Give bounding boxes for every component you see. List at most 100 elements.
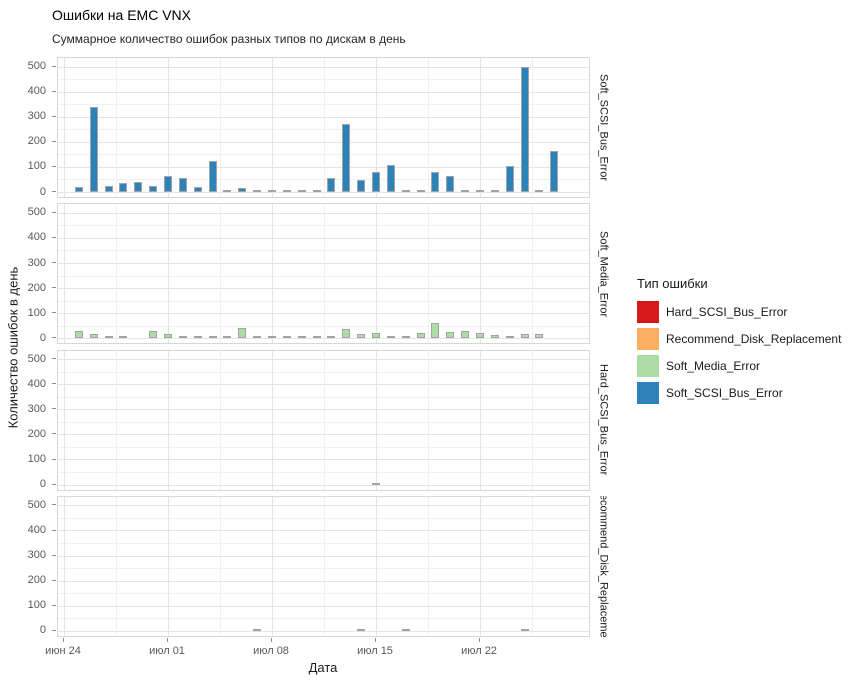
y-tick-label: 100 (27, 306, 46, 319)
gridline-minor (323, 58, 325, 197)
gridline-minor (115, 350, 117, 490)
gridline-major (58, 459, 589, 461)
y-tick-mark (52, 458, 56, 460)
gridline-major (58, 313, 589, 315)
x-tick-label: июл 22 (461, 645, 497, 657)
gridline-minor (58, 472, 589, 474)
bar (297, 335, 306, 339)
gridline-minor (58, 396, 589, 398)
bar (164, 175, 172, 192)
facet-strip-label: Soft_SCSI_Bus_Error (597, 74, 610, 181)
bar (89, 106, 98, 192)
legend-item-label: Recommend_Disk_Replacement (666, 332, 842, 346)
bar (74, 330, 83, 339)
bar (461, 331, 470, 339)
bar (119, 182, 128, 192)
gridline-minor (323, 350, 325, 490)
gridline-minor (531, 350, 533, 490)
gridline-major (58, 66, 589, 68)
y-tick-label: 0 (39, 624, 46, 637)
bar (401, 628, 410, 631)
chart-title: Ошибки на EMC VNX (52, 7, 191, 23)
gridline-minor (58, 250, 589, 252)
gridline-minor (219, 350, 221, 490)
bar (446, 331, 455, 339)
gridline-major (64, 204, 65, 344)
bar (535, 189, 544, 192)
gridline-minor (323, 204, 325, 344)
y-tick-label: 300 (27, 110, 46, 123)
gridline-minor (115, 58, 117, 197)
gridline-minor (427, 58, 429, 197)
gridline-minor (58, 371, 589, 373)
y-tick-label: 300 (27, 402, 46, 415)
y-tick-mark (52, 90, 56, 92)
gridline-major (58, 141, 589, 143)
gridline-minor (531, 204, 533, 344)
y-tick-label: 200 (27, 281, 46, 294)
y-tick-label: 300 (27, 549, 46, 562)
bar (520, 334, 529, 339)
gridline-major (58, 434, 589, 436)
bar (178, 178, 187, 192)
gridline-major (375, 496, 377, 636)
legend-item-label: Hard_SCSI_Bus_Error (666, 305, 788, 319)
bar (505, 165, 514, 192)
y-tick-mark (52, 262, 56, 263)
legend-item-label: Soft_Media_Error (666, 359, 761, 373)
gridline-minor (58, 129, 589, 131)
gridline-minor (58, 225, 589, 227)
gridline-minor (115, 496, 117, 636)
y-tick-label: 100 (27, 599, 46, 612)
bar (550, 150, 559, 192)
gridline-major (58, 288, 589, 290)
gridline-major (58, 116, 589, 118)
bar (119, 336, 128, 339)
gridline-minor (58, 300, 589, 302)
gridline-major (64, 350, 65, 490)
bar (282, 335, 291, 339)
y-tick-label: 200 (27, 135, 46, 148)
legend-item: Hard_SCSI_Bus_Error (637, 301, 841, 323)
gridline-major (58, 409, 589, 411)
y-tick-label: 0 (39, 478, 46, 491)
gridline-major (58, 166, 589, 168)
y-tick-label: 400 (27, 524, 46, 536)
x-tick-label: июл 15 (357, 645, 393, 657)
gridline-major (271, 350, 273, 490)
facet-panel-recommend_disk_replacement (57, 495, 590, 637)
bar (490, 334, 499, 339)
facet-panel-soft_scsi_bus_error (57, 57, 590, 198)
gridline-major (271, 496, 273, 636)
gridline-major (58, 262, 589, 264)
x-tick-label: июн 24 (45, 645, 81, 657)
gridline-minor (219, 496, 221, 636)
bar (238, 327, 247, 339)
gridline-major (271, 58, 273, 197)
gridline-minor (323, 496, 325, 636)
gridline-major (58, 580, 589, 582)
bar (476, 190, 484, 192)
bar (535, 333, 544, 339)
y-tick-mark (52, 165, 56, 167)
bar (253, 190, 262, 192)
gridline-minor (58, 517, 589, 519)
bar (520, 66, 529, 192)
bar (431, 172, 440, 192)
x-tick-mark (63, 638, 64, 642)
gridline-minor (58, 593, 589, 595)
gridline-major (58, 192, 589, 193)
bar (505, 336, 514, 339)
bar (327, 336, 336, 339)
y-tick-mark (52, 408, 56, 410)
gridline-major (58, 555, 589, 557)
y-tick-mark (52, 115, 56, 117)
y-tick-label: 100 (27, 453, 46, 465)
y-tick-label: 400 (27, 377, 46, 390)
bar (223, 190, 232, 192)
bar (223, 336, 232, 339)
gridline-major (58, 237, 589, 239)
gridline-minor (115, 204, 117, 344)
bar (282, 190, 291, 192)
y-tick-mark (52, 65, 56, 67)
